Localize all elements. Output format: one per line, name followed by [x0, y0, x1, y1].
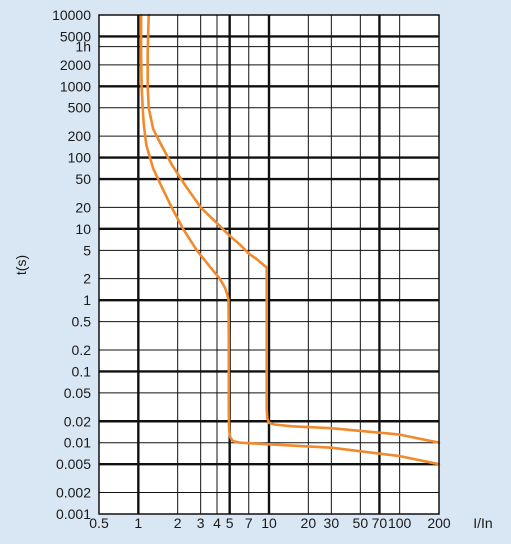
y-tick-label: 0.05: [64, 385, 91, 401]
x-tick-label: 100: [388, 515, 412, 531]
y-tick-label: 1000: [60, 78, 91, 94]
y-tick-label: 500: [68, 100, 92, 116]
plot-frame: [98, 14, 440, 515]
y-tick-label: 20: [75, 199, 91, 215]
trip-curve-line-2: [146, 13, 441, 444]
x-tick-label: 10: [261, 515, 277, 531]
x-tick-label: 0.5: [89, 515, 109, 531]
x-tick-label: 20: [301, 515, 317, 531]
y-tick-label: 1h: [75, 39, 91, 55]
series-group: [139, 13, 441, 466]
x-tick-label: 4: [213, 515, 221, 531]
y-tick-label: 0.02: [64, 413, 91, 429]
x-tick-label: 2: [174, 515, 182, 531]
x-tick-label: 200: [427, 515, 451, 531]
y-axis-label: t(s): [13, 255, 29, 275]
x-tick-label: 5: [226, 515, 234, 531]
y-tick-label: 200: [68, 128, 92, 144]
x-tick-label: 70: [372, 515, 388, 531]
y-tick-label: 5000: [60, 28, 91, 44]
y-tick-label: 10000: [52, 7, 91, 23]
y-tick-label: 0.001: [56, 506, 91, 522]
x-axis-label: I/In: [473, 515, 492, 531]
trip-curve-line-1: [139, 13, 441, 466]
y-tick-label: 5: [83, 242, 91, 258]
x-tick-label: 1: [134, 515, 142, 531]
y-tick-label: 0.005: [56, 456, 91, 472]
y-tick-label: 10: [75, 221, 91, 237]
x-tick-labels: 0.5 1 2 3 4 5 7 10 20 30 50 70 100 200: [89, 515, 451, 531]
y-tick-label: 0.002: [56, 485, 91, 501]
y-tick-label: 1: [83, 292, 91, 308]
y-tick-label: 2: [83, 271, 91, 287]
y-tick-label: 50: [75, 171, 91, 187]
y-tick-label: 0.01: [64, 435, 91, 451]
y-tick-label: 0.5: [72, 314, 92, 330]
y-tick-label: 100: [68, 150, 92, 166]
x-tick-label: 3: [197, 515, 205, 531]
y-tick-label: 0.1: [72, 363, 92, 379]
y-tick-label: 0.2: [72, 342, 92, 358]
y-tick-label: 2000: [60, 57, 91, 73]
x-tick-label: 30: [324, 515, 340, 531]
x-tick-label: 7: [245, 515, 253, 531]
x-tick-label: 50: [353, 515, 369, 531]
